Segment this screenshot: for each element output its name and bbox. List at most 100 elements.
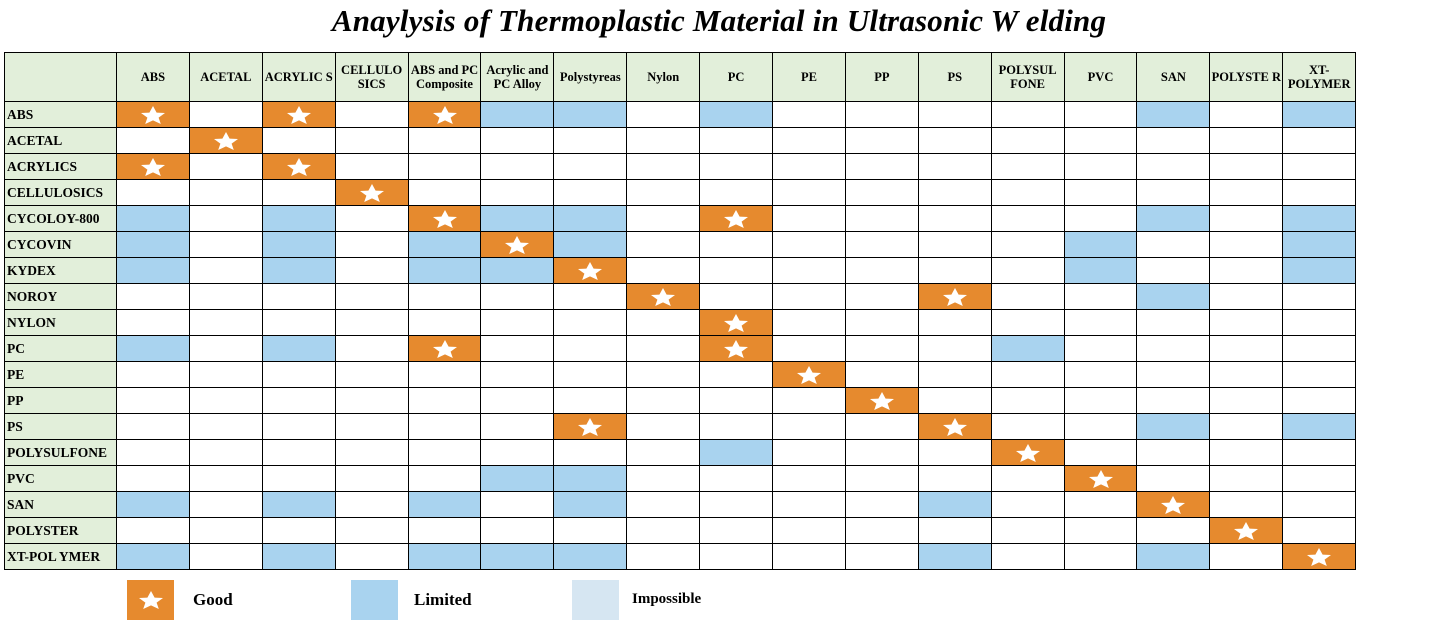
cell-empty [1136, 439, 1211, 466]
cell-empty [1209, 335, 1284, 362]
cell-empty [626, 179, 701, 206]
cell-good [990, 439, 1065, 466]
compatibility-table: ABS ACETAL ACRYLIC S CELLULO SICS ABS and PC… [4, 52, 1357, 570]
table-row: ACRYLICS [4, 153, 1357, 180]
cell-empty [844, 101, 919, 128]
cell-empty [699, 361, 774, 388]
cell-empty [917, 231, 992, 258]
cell-empty [990, 127, 1065, 154]
cell-empty [917, 153, 992, 180]
cell-empty [407, 439, 482, 466]
cell-good [1209, 517, 1284, 544]
cell-empty [553, 361, 628, 388]
cell-empty [188, 335, 263, 362]
cell-empty [1209, 127, 1284, 154]
legend-good-label: Good [193, 590, 233, 609]
cell-empty [407, 465, 482, 492]
cell-limited [116, 231, 190, 258]
cell-empty [334, 205, 409, 232]
table-row: CYCOLOY-800 [4, 205, 1357, 232]
cell-limited [1282, 101, 1357, 128]
cell-empty [990, 387, 1065, 414]
cell-limited [553, 491, 628, 518]
cell-empty [1282, 387, 1357, 414]
cell-empty [188, 257, 263, 284]
row-label: ACRYLICS [4, 153, 117, 180]
row-label: CYCOVIN [4, 231, 117, 258]
star-icon [1015, 443, 1040, 462]
cell-empty [1209, 465, 1284, 492]
cell-empty [1209, 543, 1284, 570]
star-icon [578, 417, 603, 436]
cell-empty [626, 543, 701, 570]
cell-limited [407, 491, 482, 518]
cell-empty [917, 517, 992, 544]
cell-empty [480, 439, 555, 466]
cell-empty [1136, 153, 1211, 180]
star-icon [869, 391, 894, 410]
column-header: ACRYLIC S [261, 52, 336, 102]
cell-limited [261, 257, 336, 284]
cell-empty [917, 257, 992, 284]
cell-empty [772, 231, 846, 258]
cell-limited [553, 205, 628, 232]
cell-good [188, 127, 263, 154]
cell-empty [990, 309, 1065, 336]
cell-empty [334, 491, 409, 518]
table-row: PP [4, 387, 1357, 414]
cell-empty [626, 439, 701, 466]
cell-good [917, 413, 992, 440]
cell-empty [407, 309, 482, 336]
cell-empty [1136, 127, 1211, 154]
cell-empty [1136, 179, 1211, 206]
cell-empty [188, 231, 263, 258]
cell-good [116, 101, 190, 128]
cell-empty [553, 283, 628, 310]
cell-limited [261, 543, 336, 570]
cell-limited [553, 465, 628, 492]
cell-empty [990, 179, 1065, 206]
cell-good [116, 153, 190, 180]
star-icon [1161, 495, 1186, 514]
cell-limited [1136, 205, 1211, 232]
star-icon [138, 591, 163, 609]
cell-empty [990, 413, 1065, 440]
cell-limited [407, 543, 482, 570]
star-icon [140, 157, 165, 176]
cell-empty [407, 361, 482, 388]
page-title: Anaylysis of Thermoplastic Material in U… [331, 3, 1107, 38]
cell-empty [334, 439, 409, 466]
cell-empty [699, 465, 774, 492]
cell-empty [480, 491, 555, 518]
cell-good [261, 153, 336, 180]
table-row: ABS [4, 101, 1357, 128]
star-icon [1307, 547, 1332, 566]
cell-empty [407, 413, 482, 440]
cell-empty [1282, 283, 1357, 310]
cell-empty [772, 543, 846, 570]
cell-empty [188, 439, 263, 466]
cell-good [699, 335, 774, 362]
cell-empty [1063, 283, 1138, 310]
cell-limited [1282, 205, 1357, 232]
table-row: CYCOVIN [4, 231, 1357, 258]
cell-empty [334, 257, 409, 284]
cell-empty [188, 491, 263, 518]
cell-limited [1282, 231, 1357, 258]
cell-limited [407, 257, 482, 284]
cell-empty [917, 205, 992, 232]
cell-good [553, 257, 628, 284]
column-header: Nylon [626, 52, 701, 102]
row-label: POLYSULFONE [4, 439, 117, 466]
cell-empty [116, 465, 190, 492]
column-header: Acrylic and PC Alloy [480, 52, 555, 102]
cell-empty [188, 205, 263, 232]
cell-empty [844, 491, 919, 518]
cell-empty [188, 179, 263, 206]
cell-empty [188, 101, 263, 128]
cell-empty [1063, 309, 1138, 336]
cell-empty [772, 309, 846, 336]
cell-good [626, 283, 701, 310]
row-label: ABS [4, 101, 117, 128]
cell-empty [1209, 387, 1284, 414]
